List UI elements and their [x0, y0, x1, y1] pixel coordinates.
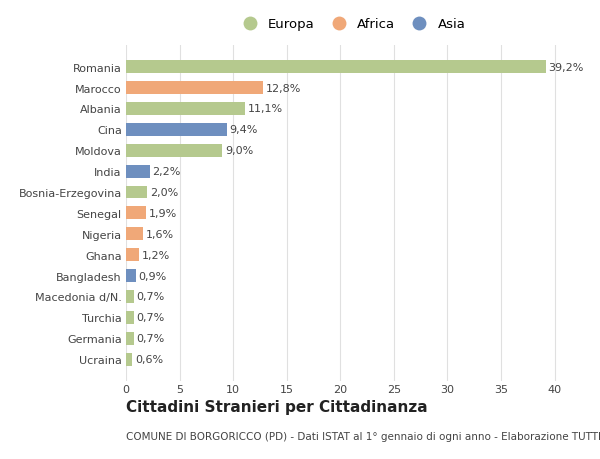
- Text: COMUNE DI BORGORICCO (PD) - Dati ISTAT al 1° gennaio di ogni anno - Elaborazione: COMUNE DI BORGORICCO (PD) - Dati ISTAT a…: [126, 431, 600, 442]
- Bar: [126, 269, 136, 282]
- Text: 11,1%: 11,1%: [248, 104, 283, 114]
- Text: 0,7%: 0,7%: [136, 333, 164, 343]
- Bar: [126, 290, 133, 303]
- Bar: [126, 332, 133, 345]
- Text: 2,2%: 2,2%: [152, 167, 181, 177]
- Text: 1,2%: 1,2%: [142, 250, 170, 260]
- Bar: [126, 123, 227, 137]
- Text: Cittadini Stranieri per Cittadinanza: Cittadini Stranieri per Cittadinanza: [126, 399, 428, 414]
- Text: 1,6%: 1,6%: [146, 230, 174, 239]
- Bar: [126, 145, 223, 157]
- Bar: [126, 186, 148, 199]
- Bar: [126, 103, 245, 116]
- Bar: [126, 165, 149, 178]
- Text: 0,6%: 0,6%: [135, 354, 163, 364]
- Text: 9,4%: 9,4%: [229, 125, 258, 135]
- Bar: [126, 228, 143, 241]
- Text: 0,7%: 0,7%: [136, 313, 164, 323]
- Text: 39,2%: 39,2%: [548, 62, 584, 73]
- Bar: [126, 82, 263, 95]
- Bar: [126, 249, 139, 262]
- Legend: Europa, Africa, Asia: Europa, Africa, Asia: [234, 16, 468, 34]
- Text: 9,0%: 9,0%: [225, 146, 253, 156]
- Bar: [126, 353, 133, 366]
- Text: 0,7%: 0,7%: [136, 292, 164, 302]
- Text: 2,0%: 2,0%: [150, 188, 178, 197]
- Text: 0,9%: 0,9%: [139, 271, 167, 281]
- Bar: [126, 311, 133, 324]
- Text: 12,8%: 12,8%: [266, 84, 301, 94]
- Bar: [126, 207, 146, 220]
- Bar: [126, 61, 546, 74]
- Text: 1,9%: 1,9%: [149, 208, 177, 218]
